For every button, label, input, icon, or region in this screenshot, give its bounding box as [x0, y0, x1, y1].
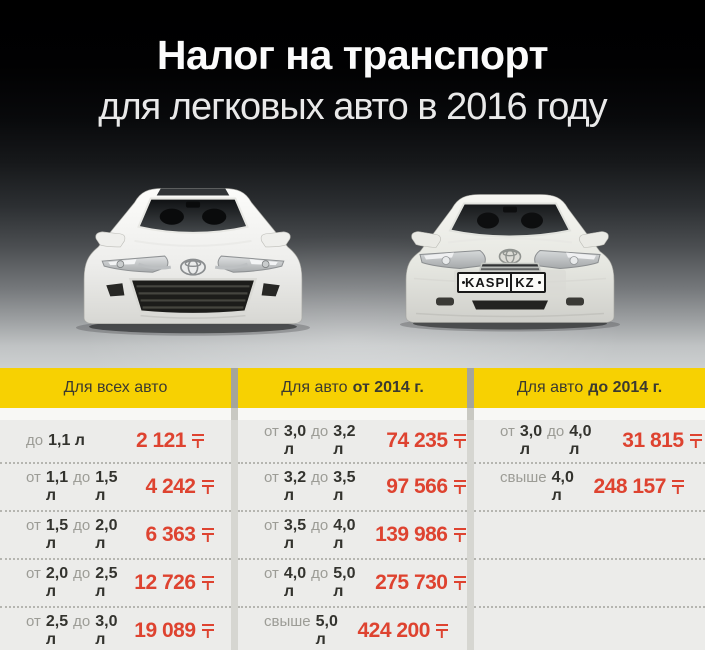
right-car-emblem-icon	[498, 248, 522, 265]
tax-table: Для всех авто до 1,1 л 2 121	[0, 368, 705, 650]
tenge-icon	[689, 433, 702, 448]
plate-dot-icon	[462, 281, 465, 284]
engine-range-label: свыше 5,0 л	[264, 613, 338, 648]
tax-value: 12 726	[118, 571, 214, 595]
tax-value: 31 815	[606, 429, 702, 453]
tenge-icon	[453, 575, 466, 590]
column-header-label: Для авто	[516, 379, 584, 396]
table-row: от 4,0 л до 5,0 л 275 730	[238, 558, 467, 606]
column-header: Для авто до 2014 г.	[474, 368, 705, 408]
engine-range-label: свыше 4,0 л	[500, 469, 574, 504]
tax-value: 248 157	[588, 475, 684, 499]
engine-range-label: от 2,0 л до 2,5 л	[26, 565, 118, 600]
engine-range-label: от 3,5 л до 4,0 л	[264, 517, 356, 552]
tax-value: 19 089	[118, 619, 214, 643]
license-plate: KASPI KZ	[457, 272, 546, 293]
hero-section: Налог на транспорт для легковых авто в 2…	[0, 0, 705, 368]
table-row: свыше 5,0 л 424 200	[238, 606, 467, 650]
tax-value: 139 986	[370, 523, 466, 547]
rows-container: до 1,1 л 2 121 от 1,1 л до	[0, 420, 231, 650]
tax-value: 275 730	[370, 571, 466, 595]
tenge-icon	[201, 575, 214, 590]
tenge-icon	[201, 479, 214, 494]
tax-value: 6 363	[118, 523, 214, 547]
tenge-icon	[671, 479, 684, 494]
engine-range-label: от 2,5 л до 3,0 л	[26, 613, 118, 648]
engine-range-label: от 3,0 л до 4,0 л	[500, 423, 592, 458]
tenge-icon	[453, 433, 466, 448]
table-row-empty	[474, 510, 705, 558]
table-row-empty	[474, 606, 705, 650]
table-row-empty	[474, 558, 705, 606]
tenge-icon	[201, 527, 214, 542]
left-car-emblem-icon	[180, 258, 206, 276]
left-car-illustration	[76, 162, 310, 336]
tenge-icon	[201, 623, 214, 638]
left-car-image	[76, 188, 310, 336]
plate-text-kz: KZ	[515, 275, 535, 290]
title-line-2: для легковых авто в 2016 году	[98, 86, 607, 128]
engine-range-label: от 3,2 л до 3,5 л	[264, 469, 356, 504]
column-divider	[467, 368, 474, 650]
column-header: Для авто от 2014 г.	[238, 368, 467, 408]
tax-value: 74 235	[370, 429, 466, 453]
table-row: от 3,2 л до 3,5 л 97 566	[238, 462, 467, 510]
table-row: от 1,1 л до 1,5 л 4 242	[0, 462, 231, 510]
right-car-illustration	[396, 170, 624, 333]
tenge-icon	[435, 623, 448, 638]
column-header-bold: от 2014 г.	[352, 379, 424, 396]
column-header-bold: до 2014 г.	[588, 379, 663, 396]
header-gap	[238, 408, 467, 420]
engine-range-label: до 1,1 л	[26, 432, 85, 449]
engine-range-label: от 3,0 л до 3,2 л	[264, 423, 356, 458]
plate-dot-icon	[538, 281, 541, 284]
tenge-icon	[453, 479, 466, 494]
column-header-label: Для всех авто	[63, 379, 168, 396]
tax-value: 4 242	[118, 475, 214, 499]
table-row: свыше 4,0 л 248 157	[474, 462, 705, 510]
right-car-image	[400, 194, 620, 332]
tenge-icon	[453, 527, 466, 542]
rows-container: от 3,0 л до 4,0 л 31 815 свыше 4,0 л	[474, 420, 705, 650]
title-line-1: Налог на транспорт	[156, 32, 549, 78]
header-gap	[0, 408, 231, 420]
table-row: от 3,0 л до 3,2 л 74 235	[238, 420, 467, 462]
table-row: от 3,5 л до 4,0 л 139 986	[238, 510, 467, 558]
header-gap	[474, 408, 705, 420]
table-row: от 1,5 л до 2,0 л 6 363	[0, 510, 231, 558]
engine-range-label: от 1,1 л до 1,5 л	[26, 469, 118, 504]
rows-container: от 3,0 л до 3,2 л 74 235 от 3,2 л до	[238, 420, 467, 650]
column-header-label: Для авто	[281, 379, 348, 396]
plate-text-kaspi: KASPI	[465, 275, 510, 290]
column-before-2014: Для авто до 2014 г. от 3,0 л до 4,0 л 31…	[474, 368, 705, 650]
tax-value: 2 121	[108, 429, 204, 453]
column-divider	[231, 368, 238, 650]
table-row: от 2,0 л до 2,5 л 12 726	[0, 558, 231, 606]
tenge-icon	[192, 433, 204, 448]
table-row: до 1,1 л 2 121	[0, 420, 231, 462]
tax-value: 97 566	[370, 475, 466, 499]
table-row: от 2,5 л до 3,0 л 19 089	[0, 606, 231, 650]
engine-range-label: от 1,5 л до 2,0 л	[26, 517, 118, 552]
tax-value: 424 200	[352, 619, 448, 643]
column-header: Для всех авто	[0, 368, 231, 408]
column-from-2014: Для авто от 2014 г. от 3,0 л до 3,2 л 74…	[238, 368, 467, 650]
plate-separator	[509, 274, 512, 291]
engine-range-label: от 4,0 л до 5,0 л	[264, 565, 356, 600]
column-all-cars: Для всех авто до 1,1 л 2 121	[0, 368, 231, 650]
table-row: от 3,0 л до 4,0 л 31 815	[474, 420, 705, 462]
page-title: Налог на транспорт для легковых авто в 2…	[0, 32, 705, 129]
